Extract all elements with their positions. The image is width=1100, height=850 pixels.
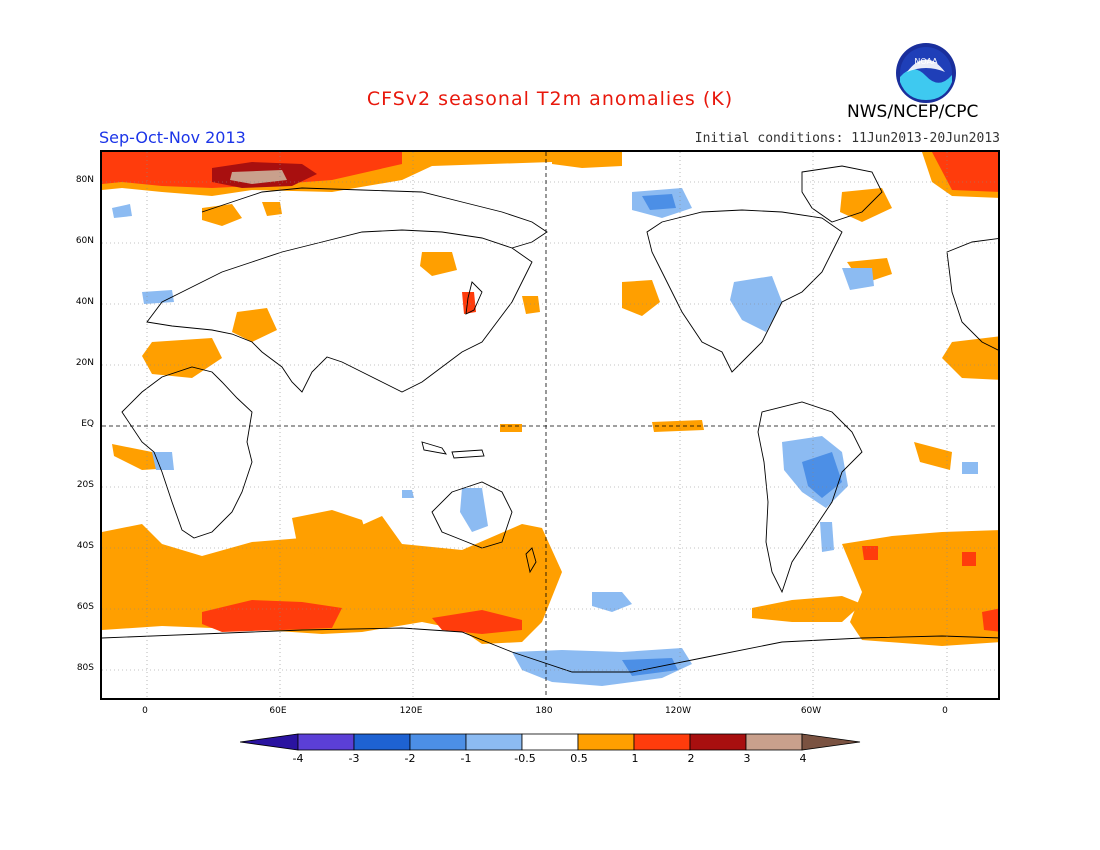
colorbar-segment-1-2 — [633, 733, 691, 751]
lat-label-eq: EQ — [81, 419, 94, 429]
lon-label-120e: 120E — [399, 706, 423, 716]
colorbar-segment-2-1 — [409, 733, 467, 751]
season-label: Sep-Oct-Nov 2013 — [99, 128, 246, 147]
lat-label-20n: 20N — [75, 358, 94, 368]
agency-label: NWS/NCEP/CPC — [847, 102, 979, 122]
lat-label-80s: 80S — [76, 663, 94, 673]
warm-anomaly-regions — [102, 152, 998, 646]
colorbar-segment-3-4 — [745, 733, 803, 751]
lat-label-40s: 40S — [76, 541, 94, 551]
equator-dateline — [102, 152, 998, 698]
colorbar-segment-neutral — [521, 733, 579, 751]
colorbar-segment-gt-4 — [801, 733, 861, 751]
lon-label-180: 180 — [535, 706, 553, 716]
colorbar-label-neg2: -2 — [404, 752, 416, 765]
map-title: CFSv2 seasonal T2m anomalies (K) — [366, 88, 734, 110]
lat-label-40n: 40N — [75, 297, 94, 307]
colorbar-label-neg05: -0.5 — [514, 752, 536, 765]
colorbar-segment-1-05 — [465, 733, 523, 751]
colorbar-label-3: 3 — [743, 752, 751, 765]
lat-label-60n: 60N — [75, 236, 94, 246]
lon-label-120w: 120W — [664, 706, 692, 716]
anomaly-map — [100, 150, 1000, 700]
colorbar-label-4: 4 — [799, 752, 807, 765]
initial-conditions-label: Initial conditions: 11Jun2013-20Jun2013 — [694, 131, 1000, 146]
map-canvas — [102, 152, 998, 698]
lat-label-80n: 80N — [75, 175, 94, 185]
noaa-logo: NOAA — [896, 43, 956, 103]
colorbar-label-1: 1 — [631, 752, 639, 765]
warm-anomaly-extreme — [230, 170, 287, 184]
colorbar-label-neg4: -4 — [292, 752, 304, 765]
coastlines — [102, 165, 998, 673]
colorbar — [240, 733, 861, 751]
lon-label-0-right: 0 — [942, 706, 948, 716]
colorbar-label-2: 2 — [687, 752, 695, 765]
colorbar-segment-4-3 — [297, 733, 355, 751]
colorbar-label-05: 0.5 — [570, 752, 588, 765]
colorbar-segment-05-1 — [577, 733, 635, 751]
colorbar-segment-lt-4 — [240, 733, 299, 751]
lon-label-60w: 60W — [800, 706, 822, 716]
lon-label-0: 0 — [142, 706, 148, 716]
lat-label-20s: 20S — [76, 480, 94, 490]
colorbar-segment-3-2 — [353, 733, 411, 751]
lat-label-60s: 60S — [76, 602, 94, 612]
logo-text: NOAA — [914, 57, 938, 66]
colorbar-label-neg3: -3 — [348, 752, 360, 765]
colorbar-label-neg1: -1 — [460, 752, 472, 765]
colorbar-segment-2-3 — [689, 733, 747, 751]
lon-label-60e: 60E — [269, 706, 287, 716]
